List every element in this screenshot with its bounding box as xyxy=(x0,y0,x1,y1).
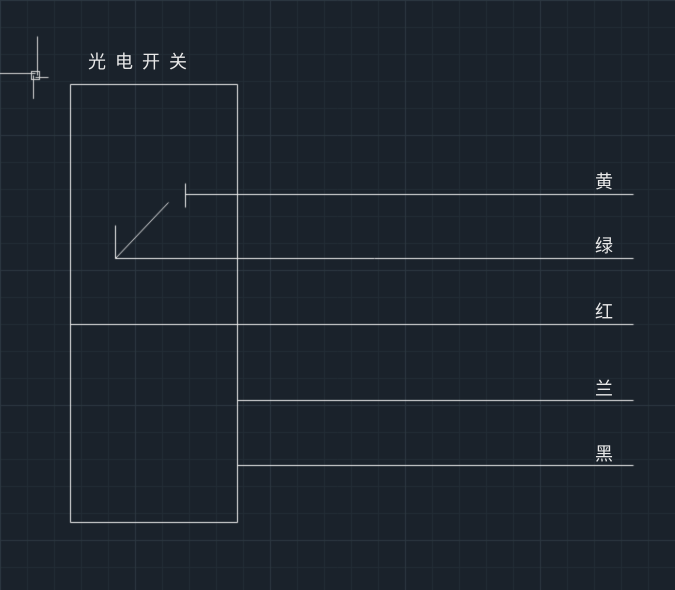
cad-canvas[interactable] xyxy=(0,0,675,590)
